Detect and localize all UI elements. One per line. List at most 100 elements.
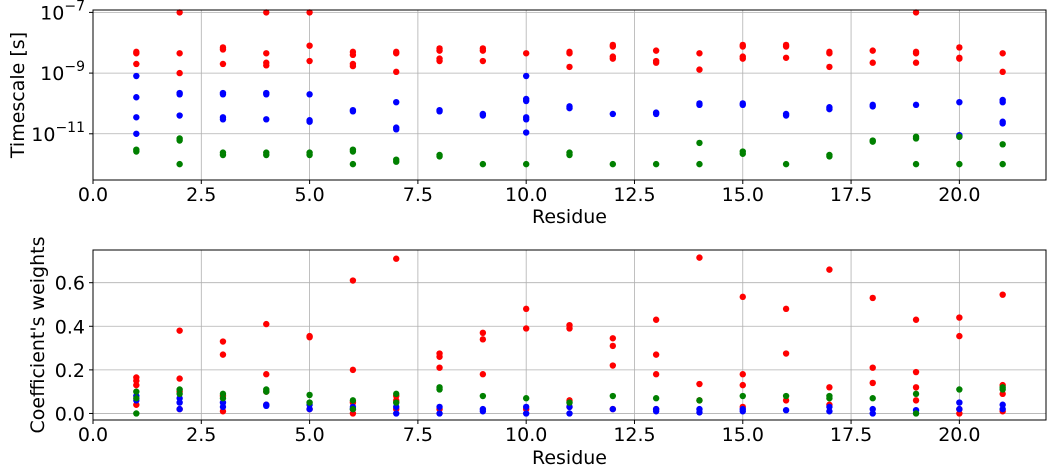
timescale-blue-point — [522, 72, 530, 80]
weights-blue-point — [176, 405, 183, 413]
weights-red-point — [652, 316, 660, 323]
timescale-red-point — [306, 57, 313, 65]
weights-red-point — [912, 384, 920, 391]
timescale-red-point — [479, 47, 487, 54]
timescale-blue-point — [133, 130, 140, 137]
timescale-x-ticks: 0.0 2.5 5.0 7.5 10.0 12.5 15.0 17.5 20.0 — [78, 180, 981, 206]
weights-blue-point — [999, 405, 1006, 413]
timescale-blue-point — [522, 97, 530, 105]
weights-blue-point — [393, 410, 400, 417]
timescale-red-point — [912, 50, 920, 57]
timescale-green-point — [956, 160, 963, 168]
timescale-blue-point — [176, 91, 183, 98]
timescale-blue-point — [133, 94, 140, 101]
timescale-x-tick-label: 10.0 — [505, 184, 547, 206]
weights-blue-point — [522, 403, 530, 411]
timescale-green-point — [782, 160, 790, 168]
weights-green-point — [393, 399, 400, 406]
timescale-red-point — [393, 50, 400, 57]
timescale-blue-point — [436, 108, 443, 115]
weights-red-point — [479, 371, 487, 378]
timescale-red-point — [263, 50, 270, 57]
timescale-red-point — [912, 9, 920, 16]
timescale-red-point — [263, 62, 270, 69]
timescale-red-point — [133, 60, 140, 68]
weights-x-tick-label: 0.0 — [78, 424, 108, 446]
weights-red-point — [436, 364, 443, 371]
timescale-blue-point — [176, 112, 183, 119]
timescale-green-point — [479, 160, 487, 168]
weights-red-point — [263, 371, 270, 378]
timescale-blue-point — [133, 114, 140, 121]
weights-green-point — [393, 390, 400, 398]
timescale-red-point — [912, 59, 920, 66]
weights-blue-point — [869, 410, 876, 417]
timescale-x-tick-label: 12.5 — [613, 184, 655, 206]
timescale-x-axis-label: Residue — [532, 206, 607, 228]
weights-y-tick-label: 0.4 — [55, 316, 85, 338]
timescale-red-point — [349, 51, 357, 59]
weights-green-point — [609, 392, 617, 400]
timescale-y-tick-label: 10−9 — [40, 59, 85, 85]
weights-x-tick-label: 17.5 — [830, 424, 872, 446]
timescale-x-tick-label: 15.0 — [722, 184, 764, 206]
timescale-red-point — [999, 50, 1006, 57]
timescale-blue-point — [739, 101, 746, 109]
weights-red-point — [349, 277, 357, 284]
timescale-green-point — [263, 151, 270, 159]
weights-green-point — [133, 410, 140, 417]
timescale-blue-point — [306, 91, 313, 98]
weights-red-point — [869, 379, 876, 387]
timescale-green-point — [739, 150, 746, 157]
weights-markers — [133, 254, 1006, 417]
weights-red-point — [479, 329, 487, 337]
timescale-blue-point — [826, 105, 833, 113]
timescale-green-point — [869, 138, 876, 145]
timescale-red-point — [999, 68, 1006, 76]
weights-green-point — [133, 395, 140, 402]
weights-blue-point — [306, 405, 313, 413]
weights-green-point — [306, 399, 313, 406]
weights-red-point — [956, 314, 963, 321]
timescale-red-point — [263, 9, 270, 16]
weights-x-tick-label: 15.0 — [722, 424, 764, 446]
weights-red-point — [263, 320, 270, 328]
weights-blue-point — [609, 405, 617, 413]
weights-green-point — [956, 386, 963, 393]
timescale-red-point — [219, 60, 227, 68]
weights-green-point — [349, 397, 357, 404]
weights-green-point — [219, 395, 227, 402]
timescale-y-tick-label: 10−7 — [40, 0, 85, 24]
timescale-red-point — [566, 50, 573, 57]
timescale-red-point — [176, 9, 183, 16]
weights-blue-point — [219, 403, 227, 411]
timescale-red-point — [652, 47, 660, 54]
weights-red-point — [912, 316, 920, 323]
timescale-blue-point — [652, 110, 660, 118]
weights-green-point — [176, 390, 183, 398]
weights-green-point — [869, 395, 876, 402]
weights-red-point — [869, 364, 876, 371]
timescale-green-point — [522, 160, 530, 168]
weights-plot-area — [93, 250, 1046, 420]
timescale-plot-frame — [92, 9, 1047, 181]
timescale-blue-point — [263, 91, 270, 98]
timescale-red-point — [609, 43, 617, 50]
timescale-blue-point — [306, 118, 313, 125]
timescale-y-ticks: 10−7 10−9 10−11 — [31, 0, 93, 146]
timescale-red-point — [479, 57, 487, 65]
timescale-blue-point — [479, 112, 487, 119]
weights-red-point — [609, 362, 617, 369]
timescale-red-point — [219, 46, 227, 53]
timescale-red-point — [696, 66, 703, 73]
timescale-green-point — [999, 141, 1006, 148]
weights-red-point — [652, 371, 660, 378]
weights-red-point — [826, 384, 833, 391]
timescale-green-point — [219, 151, 227, 159]
weights-red-point — [176, 375, 183, 382]
timescale-red-point — [782, 54, 790, 61]
timescale-green-point — [436, 153, 443, 160]
weights-red-point — [739, 293, 746, 301]
weights-plot: 0.0 2.5 5.0 7.5 10.0 12.5 15.0 17.5 20.0 0.00.20… — [27, 237, 1047, 469]
